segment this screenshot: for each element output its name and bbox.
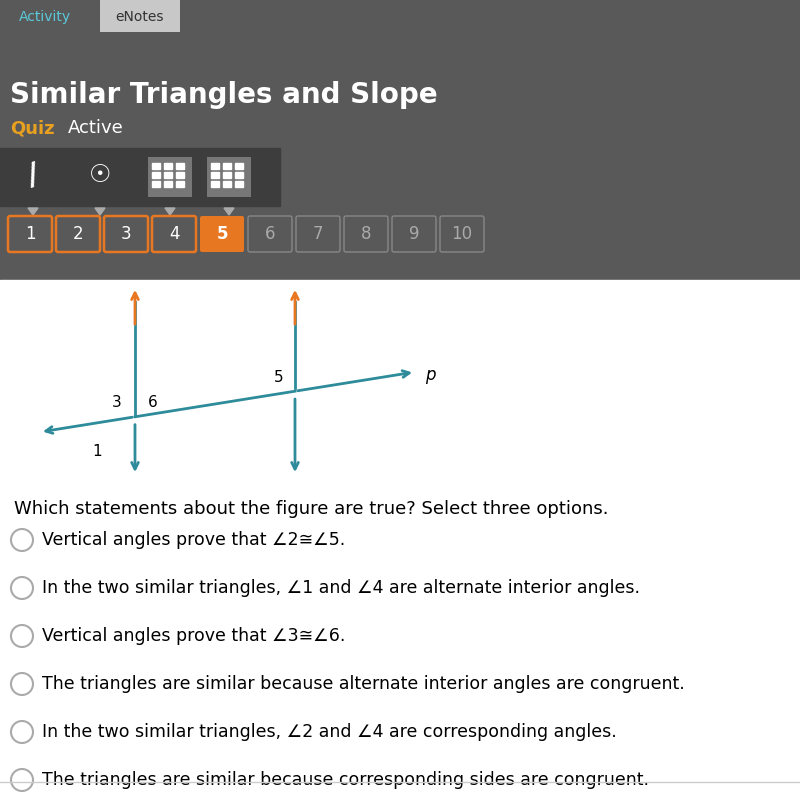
FancyBboxPatch shape (100, 0, 180, 32)
Bar (176, 172, 184, 178)
Text: 6: 6 (265, 225, 275, 243)
Text: /: / (24, 159, 42, 191)
Text: 1: 1 (92, 445, 102, 459)
Bar (152, 163, 160, 169)
Text: Vertical angles prove that ∠2≅∠5.: Vertical angles prove that ∠2≅∠5. (42, 531, 346, 549)
Text: ☉: ☉ (89, 163, 111, 187)
Bar (152, 172, 160, 178)
Bar (0, 0, 800, 280)
Text: In the two similar triangles, ∠2 and ∠4 are corresponding angles.: In the two similar triangles, ∠2 and ∠4 … (42, 723, 617, 741)
Text: Similar Triangles and Slope: Similar Triangles and Slope (10, 81, 438, 109)
Bar (176, 163, 184, 169)
Bar (235, 163, 243, 169)
FancyBboxPatch shape (200, 216, 244, 252)
Bar (164, 181, 172, 187)
Bar (0, 280, 800, 801)
Text: p: p (425, 366, 435, 384)
Text: The triangles are similar because corresponding sides are congruent.: The triangles are similar because corres… (42, 771, 649, 789)
Bar (207, 157, 251, 197)
Bar (176, 181, 184, 187)
Bar (211, 163, 219, 169)
Text: Which statements about the figure are true? Select three options.: Which statements about the figure are tr… (14, 500, 609, 518)
Bar (223, 172, 231, 178)
Text: 4: 4 (169, 225, 179, 243)
Text: eNotes: eNotes (116, 10, 164, 24)
Text: 5: 5 (274, 370, 284, 384)
Text: 7: 7 (313, 225, 323, 243)
Bar (211, 172, 219, 178)
Text: The triangles are similar because alternate interior angles are congruent.: The triangles are similar because altern… (42, 675, 685, 693)
Bar (0, 148, 280, 206)
Text: 8: 8 (361, 225, 371, 243)
Text: 6: 6 (148, 396, 158, 410)
Bar (148, 157, 192, 197)
Text: Quiz: Quiz (10, 119, 54, 137)
Bar (164, 172, 172, 178)
Text: 3: 3 (112, 396, 122, 410)
Polygon shape (165, 208, 175, 215)
Bar (164, 163, 172, 169)
Bar (211, 181, 219, 187)
Bar (0, 0, 800, 32)
Polygon shape (28, 208, 38, 215)
Bar (223, 163, 231, 169)
Text: 1: 1 (25, 225, 35, 243)
Text: 2: 2 (73, 225, 83, 243)
Bar (223, 181, 231, 187)
Text: 10: 10 (451, 225, 473, 243)
Text: Vertical angles prove that ∠3≅∠6.: Vertical angles prove that ∠3≅∠6. (42, 627, 346, 645)
Text: 5: 5 (216, 225, 228, 243)
Text: In the two similar triangles, ∠1 and ∠4 are alternate interior angles.: In the two similar triangles, ∠1 and ∠4 … (42, 579, 640, 597)
Text: 9: 9 (409, 225, 419, 243)
Polygon shape (95, 208, 105, 215)
Text: Active: Active (68, 119, 124, 137)
Bar (235, 181, 243, 187)
Bar (235, 172, 243, 178)
Polygon shape (224, 208, 234, 215)
Text: 3: 3 (121, 225, 131, 243)
Bar (152, 181, 160, 187)
Text: Activity: Activity (19, 10, 71, 24)
